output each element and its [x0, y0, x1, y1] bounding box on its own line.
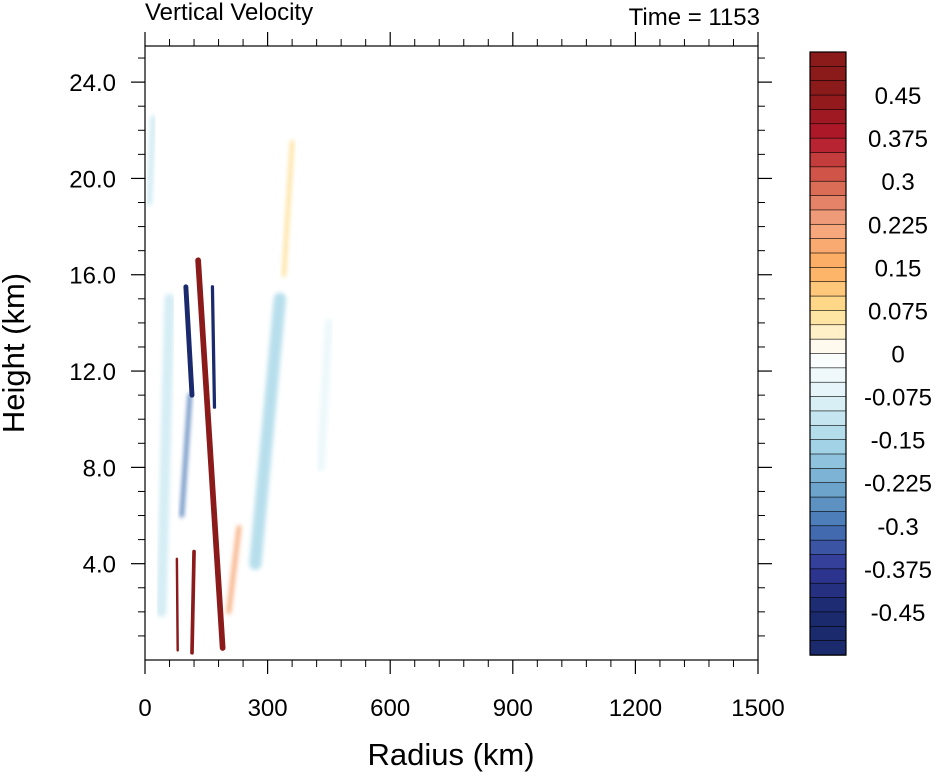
colorbar-border	[809, 51, 847, 656]
colorbar-label: -0.3	[877, 514, 918, 541]
updraft-band-0	[195, 257, 226, 651]
chart-title: Vertical Velocity	[145, 0, 313, 26]
colorbar-segment	[809, 238, 847, 254]
colorbar-segment	[809, 439, 847, 455]
updraft-band-13	[281, 140, 295, 277]
downdraft-band-10	[156, 293, 175, 617]
colorbar-segment	[809, 137, 847, 154]
downdraft-band-12	[146, 115, 157, 206]
colorbar-segment	[809, 468, 847, 484]
x-tick-label: 300	[248, 695, 288, 722]
colorbar-segment	[809, 223, 847, 240]
colorbar-label: -0.375	[864, 557, 932, 584]
minor-ticks	[138, 39, 765, 667]
colorbar-label: -0.075	[864, 385, 932, 412]
colorbar-segment	[809, 582, 847, 599]
colorbar-segment	[809, 324, 847, 340]
colorbar-segment	[809, 80, 847, 96]
y-tick-label: 16.0	[69, 263, 116, 290]
downdraft-band-9	[249, 292, 286, 570]
x-axis: 0 300 600 900 1200 1500	[138, 32, 785, 722]
velocity-field	[145, 115, 333, 655]
time-label: Time = 1153	[629, 4, 760, 31]
colorbar-segment	[809, 295, 847, 312]
colorbar-label: 0	[891, 342, 904, 369]
y-tick-label: 4.0	[83, 552, 116, 579]
colorbar-segment	[809, 625, 847, 642]
y-tick-label: 24.0	[69, 70, 116, 97]
colorbar-segment	[809, 281, 847, 297]
colorbar-segment	[809, 209, 847, 225]
colorbar-segment	[809, 554, 847, 570]
plot-border	[144, 45, 759, 661]
x-tick-label: 0	[138, 695, 151, 722]
downdraft-band-15	[316, 318, 333, 472]
colorbar-labels: 0.45 0.375 0.3 0.225 0.15 0.075 0 -0.075 -0.15 -0…	[864, 83, 932, 627]
colorbar-segment	[809, 640, 847, 656]
colorbar-label: 0.075	[868, 298, 928, 325]
colorbar-segment	[809, 123, 847, 139]
colorbar-segment	[809, 410, 847, 426]
x-axis-label: Radius (km)	[367, 737, 534, 772]
colorbar-segment	[809, 51, 847, 68]
y-tick-label: 20.0	[69, 166, 116, 193]
colorbar-segment	[809, 94, 847, 111]
x-tick-label: 600	[370, 695, 410, 722]
y-tick-label: 12.0	[69, 359, 116, 386]
colorbar-segment	[809, 539, 847, 556]
colorbar-segment	[809, 367, 847, 383]
colorbar-segment	[809, 424, 847, 441]
updraft-band-2	[175, 557, 179, 652]
colorbar-label: 0.15	[875, 255, 922, 282]
plot-area	[145, 46, 758, 660]
y-axis-label: Height (km)	[0, 273, 31, 433]
colorbar-segment	[809, 611, 847, 627]
colorbar-segment	[809, 597, 847, 613]
colorbar-label: -0.225	[864, 471, 932, 498]
colorbar-segment	[809, 66, 847, 82]
colorbar-segment	[809, 568, 847, 584]
colorbar-label: 0.3	[881, 169, 914, 196]
x-tick-label: 1200	[609, 695, 662, 722]
colorbar-label: 0.225	[868, 212, 928, 239]
downdraft-band-3	[183, 284, 195, 398]
colorbar-label: -0.15	[871, 428, 926, 455]
colorbar-segment	[809, 381, 847, 398]
colorbar-segment	[809, 338, 847, 355]
colorbar-segment	[809, 152, 847, 168]
colorbar-segment	[809, 310, 847, 326]
colorbar-segment	[809, 180, 847, 197]
x-tick-label: 1500	[731, 695, 784, 722]
colorbar-segment	[809, 525, 847, 541]
colorbar-segment	[809, 482, 847, 498]
colorbar-label: 0.375	[868, 126, 928, 153]
downdraft-band-5	[179, 393, 192, 518]
colorbar-segment	[809, 511, 847, 527]
colorbar	[809, 51, 847, 656]
colorbar-segment	[809, 453, 847, 470]
updraft-band-8	[226, 525, 242, 615]
updraft-band-1	[190, 549, 196, 655]
colorbar-segment	[809, 166, 847, 182]
colorbar-segment	[809, 496, 847, 513]
colorbar-segment	[809, 396, 847, 412]
y-axis: 4.0 8.0 12.0 16.0 20.0 24.0	[69, 70, 772, 579]
x-tick-label: 900	[493, 695, 533, 722]
colorbar-label: -0.45	[871, 600, 926, 627]
colorbar-segment	[809, 252, 847, 269]
colorbar-segment	[809, 353, 847, 369]
colorbar-segment	[809, 109, 847, 125]
colorbar-segment	[809, 267, 847, 283]
colorbar-segment	[809, 195, 847, 211]
colorbar-label: 0.45	[875, 83, 922, 110]
downdraft-band-4	[210, 285, 217, 409]
y-tick-label: 8.0	[83, 455, 116, 482]
